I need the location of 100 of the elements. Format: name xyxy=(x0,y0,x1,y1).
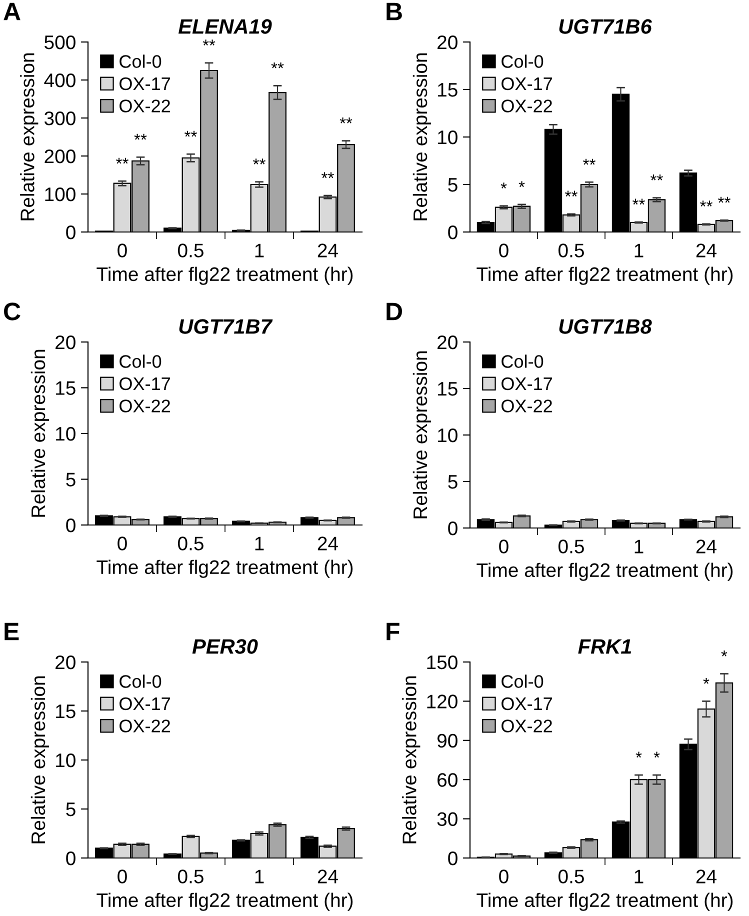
y-tick-label: 10 xyxy=(56,753,76,768)
chart-title: UGT71B6 xyxy=(559,19,652,34)
chart-title: ELENA19 xyxy=(178,19,272,34)
x-tick-label: 0.5 xyxy=(178,870,204,884)
legend-label: OX-22 xyxy=(120,100,170,112)
text: F xyxy=(386,622,400,640)
y-axis-title: Relative expression xyxy=(412,351,432,518)
y-tick-label: 20 xyxy=(56,335,76,350)
x-tick-label: 24 xyxy=(318,244,338,258)
x-tick-label: 24 xyxy=(696,244,716,258)
x-tick-label: 24 xyxy=(696,540,716,554)
y-tick-label: 0 xyxy=(66,225,76,240)
y-axis-title: Relative expression xyxy=(412,53,432,220)
y-tick-label: 15 xyxy=(438,382,458,396)
x-tick-label: 0.5 xyxy=(558,540,584,554)
legend-label: Col-0 xyxy=(502,54,544,68)
text: C xyxy=(4,302,20,320)
legend-label: OX-22 xyxy=(120,720,170,732)
y-tick-label: 15 xyxy=(438,83,458,97)
legend-label: Col-0 xyxy=(502,354,544,368)
legend-label: Col-0 xyxy=(120,354,162,368)
legend-label: Col-0 xyxy=(120,674,162,688)
y-tick-label: 90 xyxy=(437,734,458,748)
y-axis-title: Relative expression xyxy=(402,676,420,844)
y-tick-label: 20 xyxy=(438,335,458,350)
x-axis-title: Time after flg22 treatment (hr) xyxy=(96,892,353,911)
data-label: ** xyxy=(583,158,596,165)
y-axis-title: Relative expression xyxy=(30,676,50,844)
legend-label: OX-22 xyxy=(502,400,552,412)
x-tick-label: 1 xyxy=(634,244,644,258)
text: E xyxy=(4,622,19,640)
data-label: ** xyxy=(632,198,645,205)
x-tick-label: 24 xyxy=(696,870,716,884)
y-axis-title: Relative expression xyxy=(20,53,38,220)
data-label: ** xyxy=(116,158,128,164)
y-tick-label: 300 xyxy=(44,111,76,126)
y-tick-label: 500 xyxy=(44,35,76,50)
x-tick-label: 1 xyxy=(255,244,264,258)
y-tick-label: 60 xyxy=(438,773,458,787)
x-tick-label: 0 xyxy=(499,540,508,554)
data-label: ** xyxy=(650,174,663,180)
y-tick-label: 0 xyxy=(448,225,458,240)
x-axis-title: Time after flg22 treatment (hr) xyxy=(476,266,733,285)
chart-title: FRK1 xyxy=(578,639,632,654)
y-tick-label: 5 xyxy=(66,472,76,486)
legend-label: OX-17 xyxy=(120,77,170,90)
y-tick-label: 150 xyxy=(427,655,458,670)
y-tick-label: 0 xyxy=(448,851,458,866)
y-tick-label: 10 xyxy=(56,426,76,441)
x-axis-title: Time after flg22 treatment (hr) xyxy=(476,562,733,581)
chart-title: PER30 xyxy=(192,639,258,654)
y-tick-label: 0 xyxy=(66,518,76,532)
y-tick-label: 30 xyxy=(437,812,458,826)
data-label: ** xyxy=(134,134,147,140)
legend-label: OX-17 xyxy=(502,77,552,90)
data-label: ** xyxy=(271,62,284,68)
x-tick-label: 1 xyxy=(255,870,264,884)
text: D xyxy=(386,302,402,320)
x-tick-label: 0.5 xyxy=(558,244,584,258)
data-label: * xyxy=(500,182,507,188)
legend-label: OX-22 xyxy=(502,100,552,112)
y-tick-label: 20 xyxy=(438,35,458,50)
x-axis-title: Time after flg22 treatment (hr) xyxy=(96,560,353,578)
y-tick-label: 0 xyxy=(448,521,458,536)
text: A xyxy=(4,2,20,20)
x-tick-label: 0 xyxy=(118,536,127,550)
legend-label: OX-17 xyxy=(120,697,170,710)
data-label: * xyxy=(721,650,728,656)
data-label: ** xyxy=(340,118,352,124)
y-tick-label: 10 xyxy=(438,130,458,144)
y-tick-label: 400 xyxy=(44,73,76,88)
x-tick-label: 0 xyxy=(118,244,127,258)
data-label: * xyxy=(654,752,660,758)
data-label: ** xyxy=(718,196,730,203)
x-tick-label: 24 xyxy=(318,536,338,550)
y-tick-label: 0 xyxy=(66,851,76,866)
legend-label: OX-22 xyxy=(502,720,552,732)
x-tick-label: 1 xyxy=(634,870,644,884)
y-axis-title: Relative expression xyxy=(30,350,50,517)
legend-label: OX-22 xyxy=(120,400,170,412)
x-tick-label: 0 xyxy=(499,244,508,258)
x-tick-label: 0.5 xyxy=(178,244,204,258)
y-tick-label: 5 xyxy=(66,802,76,816)
data-label: ** xyxy=(202,40,216,46)
y-tick-label: 10 xyxy=(438,428,458,442)
legend-label: OX-17 xyxy=(120,377,170,390)
legend-label: Col-0 xyxy=(120,54,162,68)
x-tick-label: 0.5 xyxy=(558,870,584,884)
data-label: * xyxy=(518,181,525,188)
y-tick-label: 100 xyxy=(45,187,76,202)
data-label: ** xyxy=(322,172,334,178)
data-label: * xyxy=(636,752,642,758)
legend-label: Col-0 xyxy=(502,674,544,688)
x-axis-title: Time after flg22 treatment (hr) xyxy=(476,892,733,911)
data-label: * xyxy=(703,678,710,684)
data-label: ** xyxy=(700,200,712,207)
y-tick-label: 5 xyxy=(448,475,458,489)
x-tick-label: 24 xyxy=(318,870,338,884)
chart-title: UGT71B7 xyxy=(179,319,273,334)
y-tick-label: 20 xyxy=(56,655,76,670)
